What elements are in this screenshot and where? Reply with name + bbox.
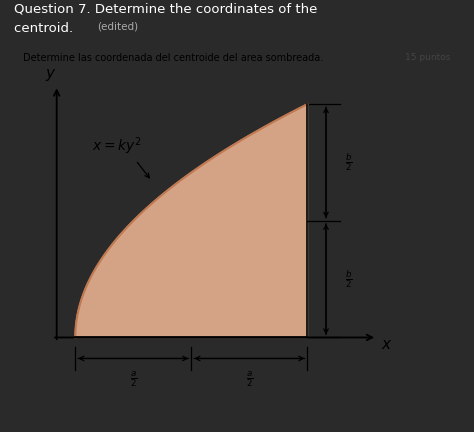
Polygon shape (75, 104, 308, 337)
Text: 15 puntos: 15 puntos (405, 53, 451, 62)
Text: $\frac{a}{2}$: $\frac{a}{2}$ (246, 370, 253, 389)
Text: (edited): (edited) (97, 22, 138, 32)
Text: Determine las coordenada del centroide del area sombreada.: Determine las coordenada del centroide d… (23, 53, 323, 63)
Text: Question 7. Determine the coordinates of the: Question 7. Determine the coordinates of… (14, 2, 318, 15)
Text: y: y (45, 66, 54, 81)
Text: x: x (382, 337, 391, 352)
Text: $\frac{b}{2}$: $\frac{b}{2}$ (345, 152, 352, 173)
Text: centroid.: centroid. (14, 22, 78, 35)
Text: $\frac{b}{2}$: $\frac{b}{2}$ (345, 269, 352, 290)
Text: $\frac{a}{2}$: $\frac{a}{2}$ (129, 370, 137, 389)
Text: $x=ky^2$: $x=ky^2$ (92, 135, 142, 157)
